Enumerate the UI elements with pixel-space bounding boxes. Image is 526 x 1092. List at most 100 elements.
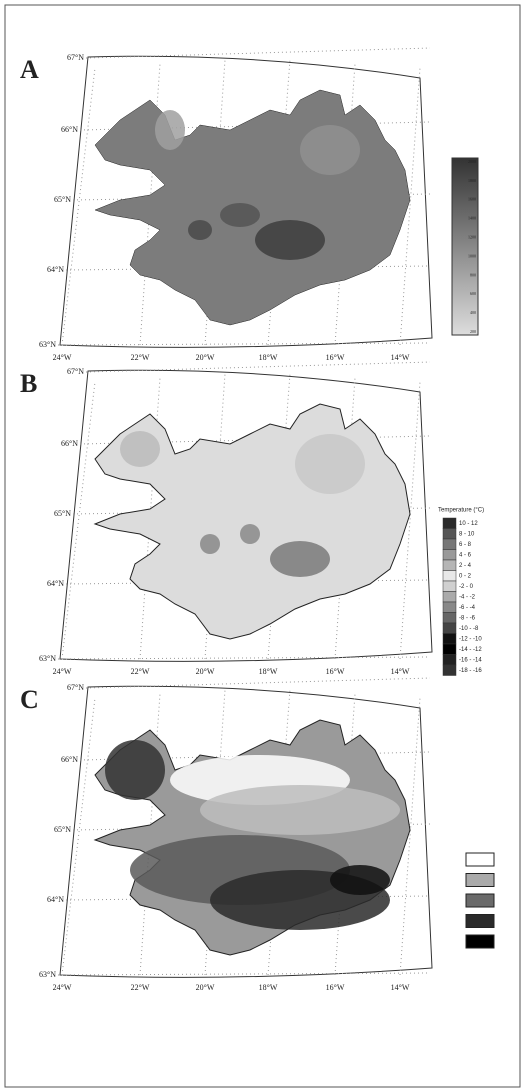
legend-swatch (442, 622, 457, 634)
legend-swatch (465, 893, 495, 908)
legend-swatch (442, 580, 457, 592)
terrain-zone (188, 220, 212, 240)
legend-title: Temperature (°C) (438, 508, 484, 514)
colorbar (451, 157, 479, 336)
graticule (85, 47, 431, 59)
longitude-label: 16°W (326, 983, 345, 992)
longitude-label: 20°W (196, 983, 215, 992)
colorbar-label: 400 (470, 310, 476, 315)
longitude-label: 16°W (326, 667, 345, 676)
latitude-label: 66°N (61, 755, 78, 764)
legend-label: -6 - -4 (459, 605, 476, 611)
legend-label: 10 - 12 (459, 521, 478, 527)
terrain-zone (240, 524, 260, 544)
panel-label: B (20, 369, 37, 398)
legend-swatch (442, 664, 457, 676)
latitude-label: 63°N (39, 654, 56, 663)
legend-swatch (442, 591, 457, 603)
longitude-label: 18°W (259, 983, 278, 992)
terrain-zone (220, 203, 260, 227)
latitude-label: 64°N (47, 265, 64, 274)
legend-label: 2 - 4 (459, 563, 472, 569)
legend-swatch (442, 570, 457, 582)
colorbar-label: 1800 (468, 178, 476, 183)
legend-label: -14 - -12 (459, 647, 482, 653)
legend-label: 4 - 6 (459, 553, 472, 559)
latitude-label: 63°N (39, 340, 56, 349)
figure-border (4, 4, 521, 1088)
legend-swatch (442, 612, 457, 624)
longitude-label: 20°W (196, 667, 215, 676)
legend-swatch (465, 914, 495, 928)
legend-label: -16 - -14 (459, 658, 482, 664)
latitude-label: 64°N (47, 579, 64, 588)
graticule (65, 265, 431, 271)
legend-swatch (442, 633, 457, 645)
legend-label: -10 - -8 (459, 626, 479, 632)
longitude-label: 14°W (391, 983, 410, 992)
latitude-label: 64°N (47, 895, 64, 904)
legend-label: 0 - 2 (459, 574, 472, 580)
latitude-label: 67°N (67, 53, 84, 62)
panel-label: A (20, 55, 39, 84)
legend-swatch (442, 654, 457, 666)
legend-label: 6 - 8 (459, 542, 472, 548)
longitude-label: 16°W (326, 353, 345, 362)
latitude-label: 67°N (67, 367, 84, 376)
graticule (85, 677, 431, 689)
graticule (61, 697, 96, 976)
longitude-label: 14°W (391, 353, 410, 362)
longitude-label: 20°W (196, 353, 215, 362)
longitude-label: 14°W (391, 667, 410, 676)
colorbar-label: 2000 (468, 159, 476, 164)
panel-label: C (20, 685, 39, 714)
legend-swatch (442, 538, 457, 550)
legend-swatch (442, 549, 457, 561)
longitude-label: 24°W (53, 983, 72, 992)
latitude-label: 66°N (61, 125, 78, 134)
legend-label: -4 - -2 (459, 595, 476, 601)
legend-swatch (442, 601, 457, 613)
colorbar-label: 200 (470, 329, 476, 334)
terrain-zone (255, 220, 325, 260)
longitude-label: 18°W (259, 667, 278, 676)
graticule (65, 895, 431, 901)
legend-swatch (442, 517, 457, 529)
map-panel: B 67°N 66°N 65°N 64°N 63°N 24°W 22°W 20°W 18°W 16°… (20, 361, 433, 676)
graticule (65, 579, 431, 585)
latitude-label: 66°N (61, 439, 78, 448)
graticule (61, 381, 96, 660)
latitude-label: 65°N (54, 509, 71, 518)
graticule (85, 361, 431, 373)
terrain-zone (295, 434, 365, 494)
legend-label: 8 - 10 (459, 532, 475, 538)
terrain-zone (270, 541, 330, 577)
colorbar-label: 600 (470, 291, 476, 296)
legend-label: -8 - -6 (459, 616, 476, 622)
legend-swatch (442, 559, 457, 571)
longitude-label: 24°W (53, 353, 72, 362)
latitude-label: 67°N (67, 683, 84, 692)
longitude-label: 22°W (131, 983, 150, 992)
latitude-label: 65°N (54, 195, 71, 204)
colorbar-label: 1600 (468, 197, 476, 202)
terrain-zone (300, 125, 360, 175)
legend-swatch (442, 528, 457, 540)
legend-label: -12 - -10 (459, 637, 482, 643)
terrain-zone (200, 534, 220, 554)
legend-swatch (465, 852, 495, 867)
map-panel: A 67°N 66°N 65°N 64°N 63°N 24°W 22°W 20°W 18°W 16°… (20, 47, 433, 362)
colorbar-label: 800 (470, 272, 476, 277)
longitude-label: 22°W (131, 667, 150, 676)
longitude-label: 24°W (53, 667, 72, 676)
latitude-label: 63°N (39, 970, 56, 979)
map-panel: C 67°N 66°N 65°N 64°N 63°N 24°W 22°W 20°W 18°W 16°… (20, 677, 433, 992)
legend-swatch (442, 643, 457, 655)
terrain-zone (105, 740, 165, 800)
colorbar-label: 1400 (468, 216, 476, 221)
terrain-zone (330, 865, 390, 895)
graticule (61, 67, 96, 346)
legend-swatch (465, 934, 495, 949)
longitude-label: 22°W (131, 353, 150, 362)
